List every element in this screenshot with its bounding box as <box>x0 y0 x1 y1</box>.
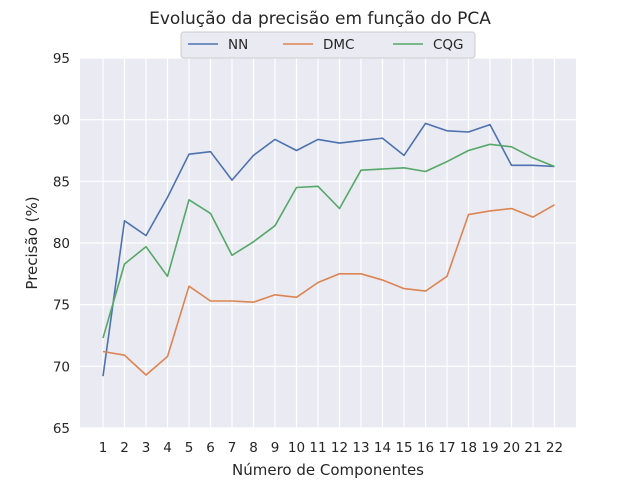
x-tick-label: 21 <box>524 440 541 456</box>
grid-lines <box>80 57 576 429</box>
x-tick-label: 4 <box>163 440 172 456</box>
x-tick-label: 13 <box>352 440 369 456</box>
x-tick-label: 18 <box>460 440 477 456</box>
series-line-dmc <box>102 204 555 376</box>
y-axis-label: Precisão (%) <box>23 196 41 289</box>
y-tick-label: 70 <box>53 359 70 375</box>
x-axis-label: Número de Componentes <box>232 461 424 479</box>
chart-title: Evolução da precisão em função do PCA <box>149 9 491 29</box>
y-tick-label: 80 <box>53 236 70 252</box>
x-tick-label: 19 <box>481 440 498 456</box>
legend: NN DMC CQG <box>180 31 476 59</box>
x-tick-label: 7 <box>228 440 237 456</box>
x-tick-label: 1 <box>99 440 108 456</box>
y-tick-label: 85 <box>53 174 70 190</box>
x-tick-label: 16 <box>417 440 434 456</box>
x-tick-label: 5 <box>185 440 194 456</box>
series-line-cqg <box>102 143 555 339</box>
legend-label-dmc: DMC <box>323 37 354 53</box>
y-tick-label: 75 <box>53 298 70 314</box>
x-tick-labels: 1 2 3 4 5 6 7 8 9 10 11 12 13 14 15 16 17 18 19 20 21 22 <box>99 440 563 456</box>
x-tick-label: 6 <box>206 440 215 456</box>
series-line-nn <box>102 122 555 377</box>
legend-label-cqg: CQG <box>433 37 464 53</box>
y-tick-label: 95 <box>53 51 70 67</box>
y-tick-labels: 65 70 75 80 85 90 95 <box>53 51 70 437</box>
series-lines <box>102 122 555 377</box>
x-tick-label: 9 <box>271 440 280 456</box>
legend-label-nn: NN <box>228 37 248 53</box>
x-tick-label: 17 <box>438 440 455 456</box>
x-tick-label: 8 <box>249 440 258 456</box>
x-tick-label: 10 <box>288 440 305 456</box>
x-tick-label: 2 <box>120 440 129 456</box>
y-tick-label: 90 <box>53 113 70 129</box>
x-tick-label: 12 <box>331 440 348 456</box>
x-tick-label: 11 <box>309 440 326 456</box>
x-tick-label: 15 <box>395 440 412 456</box>
y-tick-label: 65 <box>53 421 70 437</box>
x-tick-label: 14 <box>374 440 391 456</box>
x-tick-label: 20 <box>503 440 520 456</box>
x-tick-label: 3 <box>142 440 151 456</box>
x-tick-label: 22 <box>546 440 563 456</box>
legend-box <box>180 31 476 59</box>
